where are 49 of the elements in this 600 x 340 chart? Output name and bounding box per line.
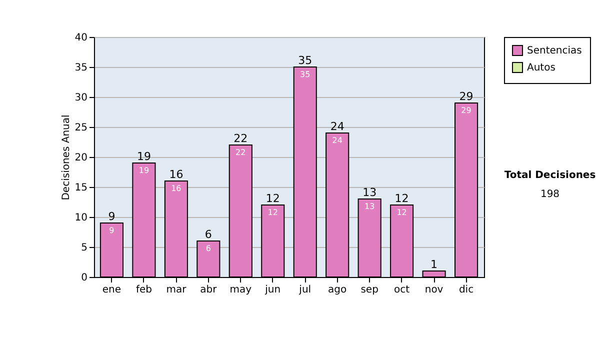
data-label: 12 — [396, 208, 407, 217]
data-label: 13 — [364, 202, 375, 211]
data-label: 19 — [138, 166, 150, 175]
data-label: 9 — [109, 226, 114, 235]
text: 198 — [539, 189, 561, 200]
legend-label: Autos — [527, 62, 556, 74]
total-label: 29 — [459, 90, 474, 103]
total-label: 9 — [108, 210, 116, 223]
x-tick-label: jul — [298, 284, 312, 296]
x-tick-label: nov — [424, 284, 444, 296]
total-label: 24 — [330, 120, 344, 133]
data-label: 6 — [206, 244, 211, 253]
x-tick-label: abr — [200, 284, 218, 296]
total-label: 35 — [298, 54, 312, 67]
x-tick-label: feb — [136, 284, 152, 296]
total-label: 22 — [234, 132, 248, 145]
y-tick-label: 40 — [74, 32, 88, 44]
x-tick-label: dic — [458, 284, 474, 296]
data-label: 24 — [332, 136, 342, 145]
y-tick-label: 35 — [74, 62, 88, 74]
y-tick-label: 15 — [74, 182, 88, 194]
y-axis-title: Decisiones Anual — [60, 114, 72, 200]
y-tick-label: 25 — [74, 122, 88, 134]
y-tick-label: 5 — [81, 242, 88, 254]
x-tick-label: oct — [394, 284, 410, 296]
x-tick-label: may — [230, 284, 252, 296]
text: Total Decisiones — [503, 170, 597, 181]
x-tick-label: ago — [328, 284, 347, 296]
total-label: 1 — [430, 258, 438, 271]
total-label: 12 — [394, 192, 409, 205]
total-label: 19 — [136, 150, 151, 163]
data-label: 29 — [461, 106, 472, 115]
data-label: 12 — [268, 208, 278, 217]
y-tick-label: 0 — [81, 272, 88, 284]
x-tick-label: sep — [360, 284, 378, 296]
total-label: 6 — [204, 228, 212, 241]
x-tick-label: jun — [264, 284, 281, 296]
data-label: 35 — [300, 70, 310, 79]
data-label: 22 — [236, 148, 246, 157]
total-label: 12 — [266, 192, 280, 205]
x-tick-label: ene — [102, 284, 122, 296]
y-tick-label: 30 — [74, 92, 88, 104]
y-tick-label: 20 — [74, 152, 88, 164]
data-label: 16 — [171, 184, 182, 193]
total-label: 13 — [362, 186, 377, 199]
y-tick-label: 10 — [74, 212, 88, 224]
total-label: 16 — [169, 168, 184, 181]
legend-label: Sentencias — [527, 46, 582, 56]
x-tick-label: mar — [166, 284, 188, 296]
